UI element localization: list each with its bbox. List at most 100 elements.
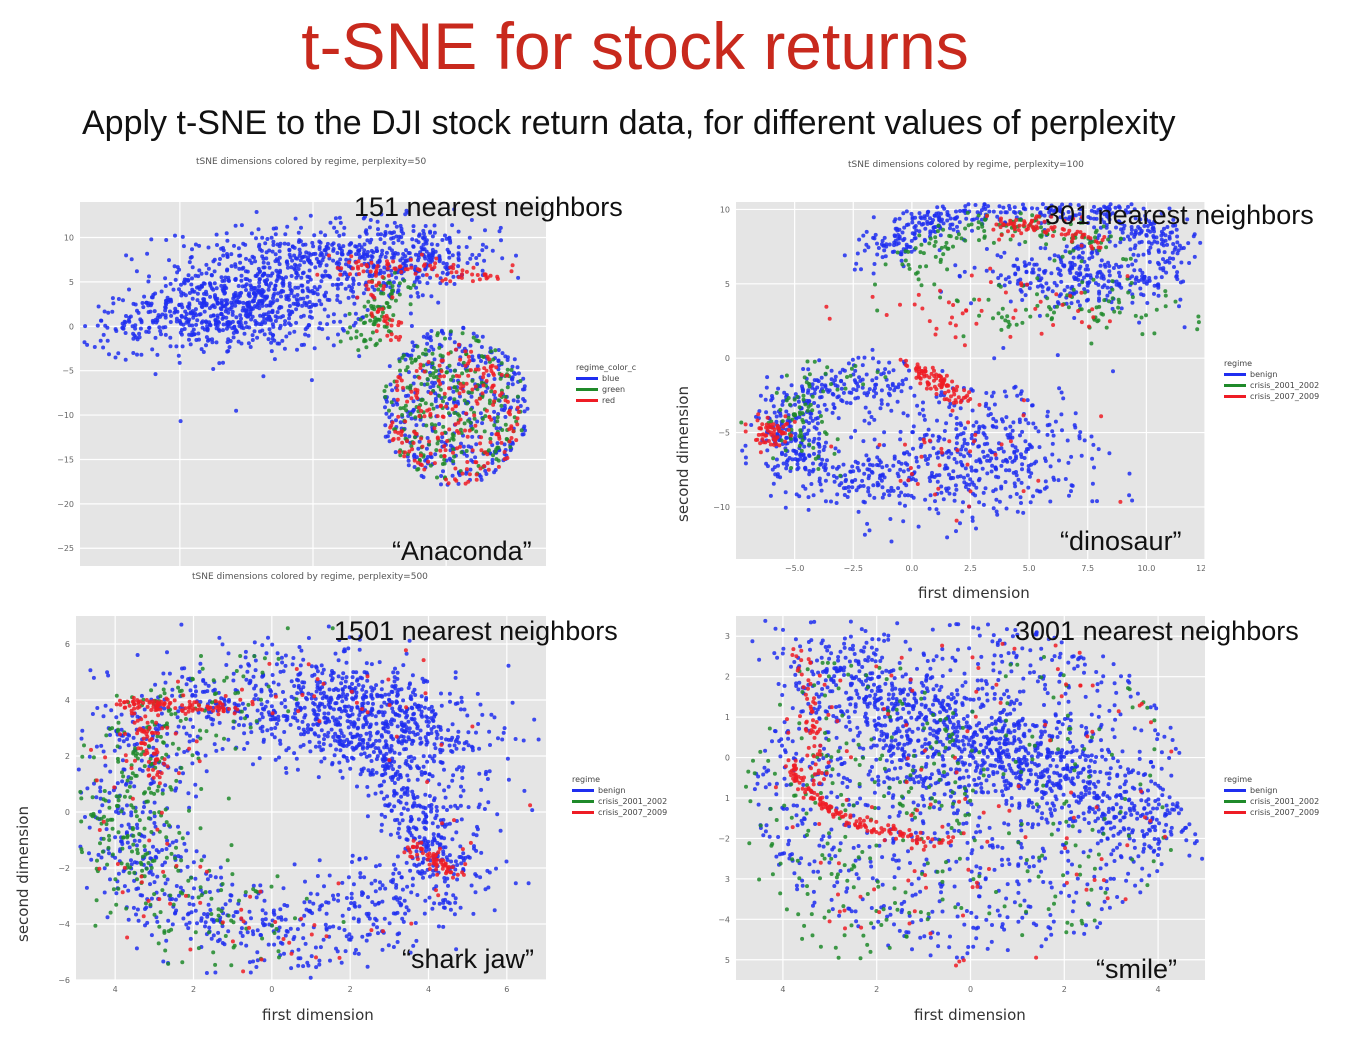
- scatter-point: [781, 424, 786, 429]
- scatter-point: [283, 319, 288, 324]
- scatter-point: [1057, 458, 1061, 463]
- scatter-point: [1085, 283, 1090, 288]
- scatter-point: [959, 236, 964, 241]
- scatter-point: [174, 884, 179, 888]
- scatter-point: [793, 402, 797, 407]
- scatter-point: [344, 262, 348, 267]
- scatter-point: [331, 312, 336, 317]
- scatter-point: [854, 261, 859, 266]
- scatter-point: [175, 715, 180, 720]
- scatter-point: [784, 466, 789, 471]
- scatter-point: [938, 378, 943, 383]
- scatter-point: [165, 877, 170, 882]
- scatter-point: [1015, 393, 1020, 398]
- scatter-point: [855, 465, 860, 470]
- scatter-point: [384, 250, 389, 255]
- scatter-point: [437, 255, 442, 260]
- scatter-point: [473, 890, 478, 895]
- scatter-point: [1093, 235, 1097, 240]
- scatter-point: [456, 258, 461, 262]
- scatter-point: [954, 518, 959, 523]
- scatter-point: [331, 343, 336, 348]
- scatter-point: [1086, 221, 1091, 225]
- scatter-point: [160, 863, 165, 868]
- scatter-point: [482, 258, 487, 263]
- scatter-point: [1018, 433, 1022, 438]
- scatter-point: [237, 253, 242, 258]
- scatter-point: [510, 382, 515, 387]
- scatter-point: [454, 270, 459, 275]
- scatter-point: [780, 402, 785, 407]
- scatter-point: [824, 304, 829, 309]
- scatter-point: [1068, 293, 1073, 298]
- scatter-point: [833, 446, 838, 451]
- scatter-point: [1039, 225, 1043, 230]
- y-tick-label: 2: [65, 752, 70, 761]
- scatter-point: [234, 328, 239, 333]
- scatter-point: [1162, 226, 1166, 231]
- scatter-point: [958, 406, 963, 411]
- scatter-point: [382, 315, 387, 320]
- scatter-point: [385, 301, 390, 306]
- scatter-point: [862, 500, 867, 505]
- scatter-point: [1092, 225, 1097, 230]
- scatter-point: [1102, 235, 1107, 239]
- scatter-point: [348, 325, 353, 330]
- scatter-point: [843, 386, 848, 391]
- scatter-point: [824, 440, 828, 445]
- scatter-point: [404, 368, 408, 373]
- scatter-point: [910, 231, 915, 236]
- scatter-point: [1060, 227, 1065, 231]
- scatter-point: [824, 432, 829, 436]
- scatter-point: [1128, 210, 1133, 215]
- scatter-point: [395, 388, 400, 393]
- scatter-point: [1117, 300, 1122, 305]
- scatter-point: [927, 438, 932, 443]
- scatter-point: [187, 260, 192, 265]
- scatter-point: [111, 301, 116, 306]
- scatter-point: [106, 310, 111, 315]
- scatter-point: [921, 400, 925, 405]
- scatter-point: [511, 429, 516, 434]
- scatter-point: [856, 485, 861, 490]
- scatter-point: [336, 658, 341, 663]
- scatter-point: [321, 937, 326, 942]
- scatter-point: [116, 297, 121, 301]
- scatter-point: [396, 238, 401, 243]
- scatter-point: [105, 325, 110, 330]
- scatter-point: [479, 359, 483, 363]
- scatter-point: [110, 309, 115, 314]
- scatter-point: [381, 287, 386, 292]
- scatter-point: [178, 885, 183, 890]
- scatter-point: [406, 458, 411, 463]
- scatter-point: [177, 267, 182, 272]
- scatter-point: [255, 335, 260, 340]
- scatter-point: [335, 298, 340, 302]
- scatter-point: [296, 267, 301, 271]
- scatter-point: [1033, 216, 1038, 221]
- scatter-point: [411, 224, 416, 229]
- scatter-point: [506, 777, 511, 782]
- scatter-point: [1021, 206, 1026, 211]
- scatter-point: [923, 226, 928, 231]
- scatter-point: [180, 344, 185, 349]
- scatter-point: [452, 385, 457, 390]
- scatter-point: [451, 447, 456, 452]
- scatter-point: [1173, 299, 1178, 304]
- scatter-point: [430, 351, 435, 356]
- scatter-point: [1100, 238, 1105, 242]
- scatter-point: [106, 673, 111, 678]
- scatter-point: [338, 319, 343, 324]
- scatter-point: [843, 479, 848, 484]
- scatter-point: [193, 782, 198, 787]
- scatter-point: [1104, 223, 1109, 227]
- scatter-point: [306, 333, 311, 338]
- scatter-point: [308, 309, 313, 314]
- scatter-point: [1117, 274, 1122, 279]
- scatter-point: [768, 442, 773, 447]
- scatter-point: [927, 382, 931, 386]
- scatter-point: [1037, 267, 1042, 272]
- scatter-point: [937, 400, 942, 405]
- scatter-point: [772, 433, 776, 438]
- scatter-point: [966, 420, 971, 425]
